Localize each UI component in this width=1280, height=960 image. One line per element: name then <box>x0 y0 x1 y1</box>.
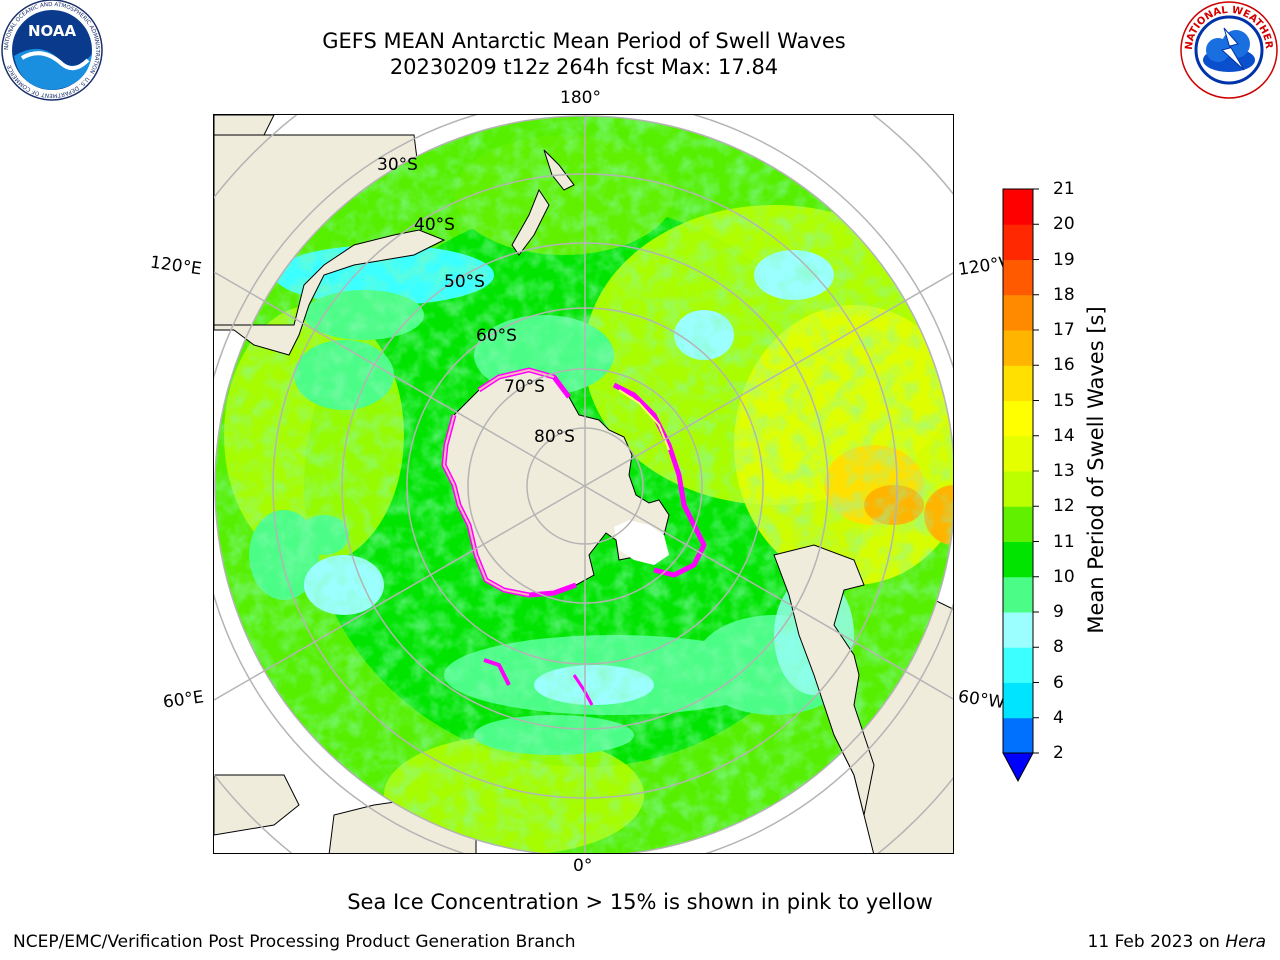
lat-label-70s: 70°S <box>504 377 545 397</box>
colorbar-tick-label: 6 <box>1053 672 1064 693</box>
lon-label-120e: 120°E <box>148 252 203 280</box>
colorbar <box>1002 188 1039 783</box>
polar-map: 30°S 40°S 50°S 60°S 70°S 80°S <box>213 114 954 854</box>
colorbar-segment <box>1003 330 1033 366</box>
colorbar-segment <box>1003 400 1033 437</box>
colorbar-tick-label: 11 <box>1053 531 1075 552</box>
colorbar-tick-label: 4 <box>1053 707 1064 728</box>
colorbar-tick-label: 21 <box>1053 179 1075 199</box>
lon-label-180: 180° <box>560 88 601 108</box>
sea-ice-note: Sea Ice Concentration > 15% is shown in … <box>347 890 933 914</box>
colorbar-segment <box>1003 647 1033 683</box>
colorbar-tick-label: 19 <box>1053 249 1075 270</box>
lon-label-60e: 60°E <box>161 687 206 713</box>
chart-subtitle: 20230209 t12z 264h fcst Max: 17.84 <box>389 55 779 79</box>
colorbar-segment <box>1003 576 1033 613</box>
nws-logo: NATIONAL WEATHER SERVICE <box>1178 0 1278 99</box>
colorbar-under-triangle <box>1002 752 1034 783</box>
lat-label-50s: 50°S <box>444 272 485 292</box>
colorbar-tick-label: 16 <box>1053 355 1075 376</box>
lon-label-60w: 60°W <box>956 686 1007 714</box>
colorbar-label: Mean Period of Swell Waves [s] <box>1084 306 1108 634</box>
colorbar-tick-label: 12 <box>1053 496 1075 517</box>
noaa-logo: NOAA NATIONAL OCEANIC AND ATMOSPHERIC AD… <box>1 0 103 101</box>
colorbar-tick-label: 15 <box>1053 390 1075 411</box>
colorbar-tick-label: 9 <box>1053 602 1064 622</box>
colorbar-segment <box>1003 506 1033 542</box>
colorbar-segment <box>1003 471 1033 507</box>
date-string: 11 Feb 2023 on <box>1087 932 1220 952</box>
colorbar-tick-label: 17 <box>1053 320 1075 340</box>
lat-label-80s: 80°S <box>534 427 575 447</box>
lon-label-0: 0° <box>573 856 593 876</box>
colorbar-tick-label: 14 <box>1053 425 1075 446</box>
colorbar-tick-label: 20 <box>1053 214 1075 235</box>
noaa-logo-text: NOAA <box>28 22 77 40</box>
graticule <box>214 115 953 853</box>
colorbar-segment <box>1003 612 1033 648</box>
colorbar-segment <box>1003 541 1033 578</box>
credit-text: NCEP/EMC/Verification Post Processing Pr… <box>13 932 576 952</box>
land-continents <box>214 149 875 816</box>
colorbar-segment <box>1003 259 1033 296</box>
system-name: Hera <box>1225 932 1266 952</box>
colorbar-segment <box>1003 224 1033 260</box>
colorbar-tick-label: 2 <box>1053 743 1064 763</box>
colorbar-segment <box>1003 365 1033 401</box>
colorbar-segment <box>1003 717 1033 754</box>
lat-label-40s: 40°S <box>414 215 455 235</box>
colorbar-segment <box>1003 189 1033 225</box>
colorbar-tick-label: 8 <box>1053 637 1064 658</box>
lat-label-30s: 30°S <box>377 155 418 175</box>
colorbar-segment <box>1003 435 1033 472</box>
chart-title: GEFS MEAN Antarctic Mean Period of Swell… <box>322 29 846 53</box>
colorbar-segment <box>1003 294 1033 331</box>
colorbar-segment <box>1003 682 1033 719</box>
lat-label-60s: 60°S <box>476 326 517 346</box>
colorbar-tick-label: 13 <box>1053 461 1075 481</box>
date-text: 11 Feb 2023 on Hera <box>1088 932 1266 952</box>
colorbar-tick-label: 10 <box>1053 566 1075 587</box>
colorbar-tick-label: 18 <box>1053 284 1075 305</box>
